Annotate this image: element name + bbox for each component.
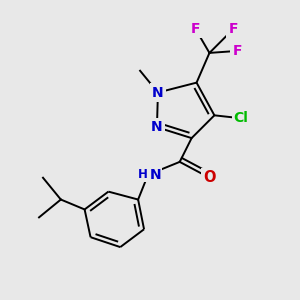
- Text: N: N: [150, 168, 162, 182]
- Text: F: F: [229, 22, 238, 36]
- Text: H: H: [138, 168, 148, 181]
- Text: Cl: Cl: [234, 111, 249, 125]
- Text: N: N: [152, 85, 164, 100]
- Text: F: F: [232, 44, 242, 58]
- Text: F: F: [191, 22, 200, 36]
- Text: N: N: [151, 120, 163, 134]
- Text: O: O: [203, 170, 216, 185]
